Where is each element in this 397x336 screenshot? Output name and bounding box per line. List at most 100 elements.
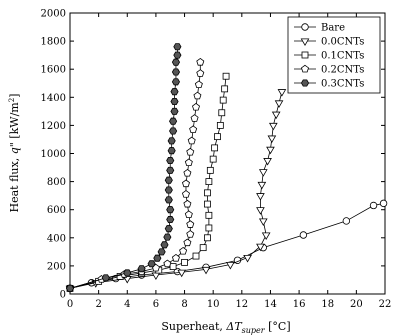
x-tick-label: 20 xyxy=(350,299,363,310)
x-axis-title-unit: [°C] xyxy=(265,320,291,333)
legend-label-bare: Bare xyxy=(321,23,345,34)
data-point xyxy=(170,107,179,115)
data-point xyxy=(277,89,287,97)
data-point xyxy=(274,100,284,108)
data-point xyxy=(189,125,198,134)
data-point xyxy=(160,241,169,249)
data-point xyxy=(216,122,224,129)
data-point xyxy=(181,258,188,266)
data-point xyxy=(268,122,278,131)
data-point xyxy=(167,137,176,145)
data-point xyxy=(171,253,180,262)
data-point xyxy=(226,261,235,270)
data-point xyxy=(201,266,211,275)
data-point xyxy=(169,263,177,271)
legend-label-0-3cnts: 0.3CNTs xyxy=(321,79,364,90)
y-tick-label: 1400 xyxy=(41,93,66,104)
x-tick-label: 6 xyxy=(153,299,159,310)
data-point xyxy=(192,102,200,111)
data-point xyxy=(266,146,275,155)
x-tick-label: 4 xyxy=(124,299,130,310)
data-point xyxy=(187,136,196,145)
series-0-2cnts xyxy=(66,57,205,292)
data-point xyxy=(196,57,205,66)
data-point xyxy=(205,211,213,219)
series-0-3cnts xyxy=(65,43,182,292)
data-point xyxy=(183,199,192,208)
y-tick-label: 2000 xyxy=(41,9,66,20)
x-axis-title-variable: ΔT xyxy=(225,320,243,333)
y-axis-title-variable: q" xyxy=(8,142,21,154)
series-line-bare xyxy=(69,202,384,289)
data-point xyxy=(192,252,200,260)
x-tick-label: 18 xyxy=(321,299,334,310)
x-tick-label: 0 xyxy=(67,299,73,310)
legend: Bare 0.0CNTs 0.1CNTs 0.2CNTs 0.3CNTs xyxy=(287,16,381,94)
data-point xyxy=(153,254,162,262)
series-line-0-0cnts xyxy=(69,91,283,289)
x-axis-title-prefix: Superheat, xyxy=(161,320,226,333)
legend-label-0-2cnts: 0.2CNTs xyxy=(321,65,364,76)
data-point xyxy=(173,51,182,59)
data-point xyxy=(299,231,308,239)
data-point xyxy=(169,117,178,125)
y-axis-title-unit: [kW/m xyxy=(8,102,21,142)
data-point xyxy=(243,254,252,263)
data-point xyxy=(211,144,219,152)
y-axis-title-close: ] xyxy=(8,94,21,98)
data-point xyxy=(179,246,188,255)
data-point xyxy=(65,284,75,292)
data-point xyxy=(181,179,190,188)
data-point xyxy=(257,181,267,190)
data-point xyxy=(177,269,187,278)
data-point xyxy=(258,169,268,177)
x-axis-title: Superheat, ΔTsuper [°C] xyxy=(161,320,290,335)
data-point xyxy=(157,248,166,256)
data-point xyxy=(193,91,202,100)
data-point xyxy=(369,201,378,210)
data-point xyxy=(183,168,192,177)
y-tick-label: 800 xyxy=(47,177,66,188)
legend-marker-0-0cnts xyxy=(300,38,310,46)
data-point xyxy=(169,127,178,135)
y-tick-label: 1600 xyxy=(41,65,66,76)
data-point xyxy=(184,210,193,219)
series-line-0-1cnts xyxy=(69,76,227,289)
y-axis-title-prefix: Heat flux, xyxy=(8,154,21,212)
x-tick-label: 2 xyxy=(95,299,101,310)
data-point xyxy=(256,243,265,252)
y-tick-label: 1200 xyxy=(41,121,66,132)
data-point xyxy=(194,80,203,89)
data-point xyxy=(183,238,192,247)
data-point xyxy=(164,196,173,204)
data-point xyxy=(199,244,207,252)
y-tick-label: 200 xyxy=(47,261,66,272)
y-axis-title: Heat flux, q" [kW/m2] xyxy=(8,94,21,213)
data-point xyxy=(256,193,265,201)
data-point xyxy=(166,166,175,174)
data-point xyxy=(222,72,230,80)
x-tick-label: 16 xyxy=(293,299,306,310)
data-point xyxy=(163,259,172,268)
legend-marker-0-1cnts xyxy=(301,51,309,59)
data-point xyxy=(164,225,173,233)
legend-label-0-0cnts: 0.0CNTs xyxy=(321,37,364,48)
y-tick-label: 600 xyxy=(47,205,66,216)
data-point xyxy=(147,260,156,268)
series-layer xyxy=(65,43,388,294)
data-point xyxy=(379,199,388,208)
data-point xyxy=(101,274,110,282)
data-point xyxy=(151,272,161,281)
data-point xyxy=(209,155,217,163)
x-tick-label: 22 xyxy=(379,299,392,310)
data-point xyxy=(256,207,265,215)
data-point xyxy=(164,186,173,194)
data-point xyxy=(184,158,193,167)
data-point xyxy=(186,230,195,238)
y-axis: 0 200 400 600 800 1000 1200 1400 1600 1800 2000 xyxy=(41,9,385,301)
data-point xyxy=(166,157,175,165)
data-point xyxy=(204,200,211,208)
data-point xyxy=(171,78,181,86)
legend-label-0-1cnts: 0.1CNTs xyxy=(321,51,364,62)
